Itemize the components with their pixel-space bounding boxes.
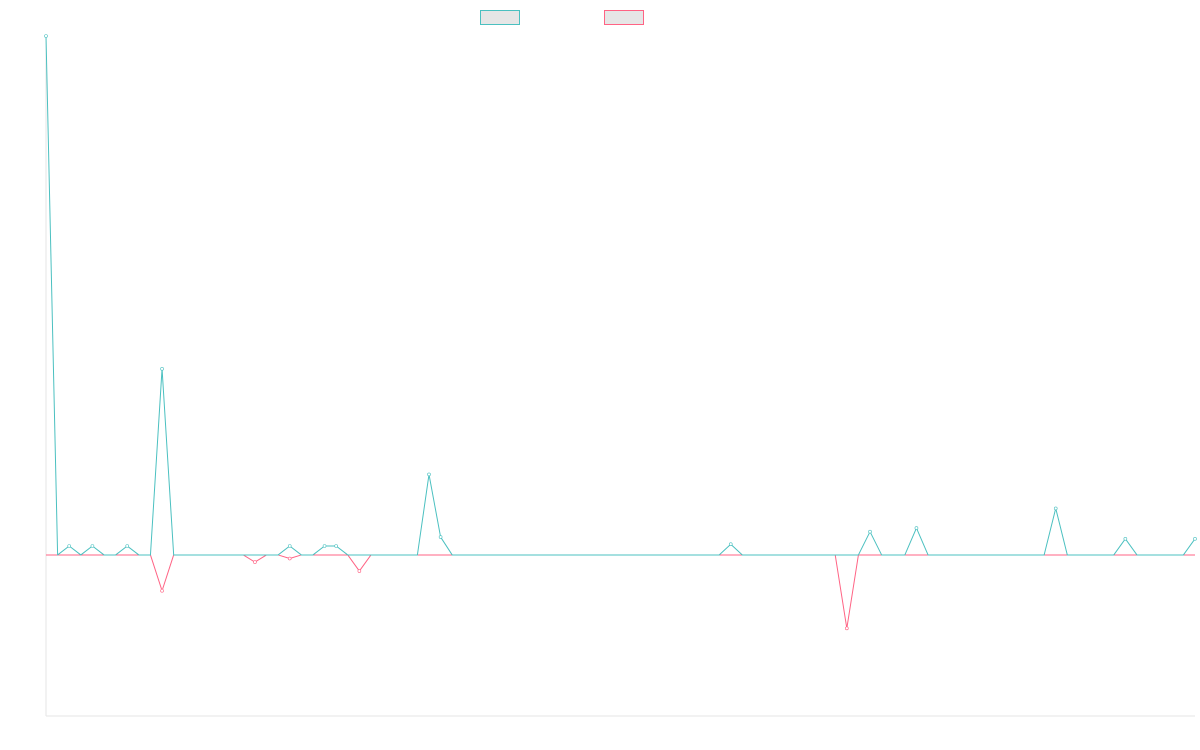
series-1-point[interactable] [868,529,872,534]
series-2-point[interactable] [253,560,257,564]
series-2-point[interactable] [160,588,164,593]
series-1-point[interactable] [1123,537,1128,541]
series-2-point[interactable] [357,569,362,573]
series-2-point[interactable] [845,626,849,631]
series-1-point[interactable] [1193,537,1197,541]
series-1-point[interactable] [334,544,338,548]
series-1-point[interactable] [67,544,72,548]
series-1-point[interactable] [90,544,95,548]
series-line-2 [46,554,1195,629]
series-1-point[interactable] [125,544,130,548]
series-1-point[interactable] [728,542,733,547]
series-1-point[interactable] [1053,506,1058,511]
legend-swatch-series-2[interactable] [604,10,644,25]
series-1-point[interactable] [427,472,431,477]
legend-swatch-series-1[interactable] [480,10,520,25]
series-1-point[interactable] [438,535,443,539]
series-line-1 [45,35,1196,556]
series-1-point[interactable] [44,34,48,38]
series-1-point[interactable] [160,367,164,371]
series-2-point[interactable] [287,556,292,561]
series-1-point[interactable] [322,544,327,548]
series-1-point[interactable] [914,526,919,530]
series-1-point[interactable] [287,544,292,548]
